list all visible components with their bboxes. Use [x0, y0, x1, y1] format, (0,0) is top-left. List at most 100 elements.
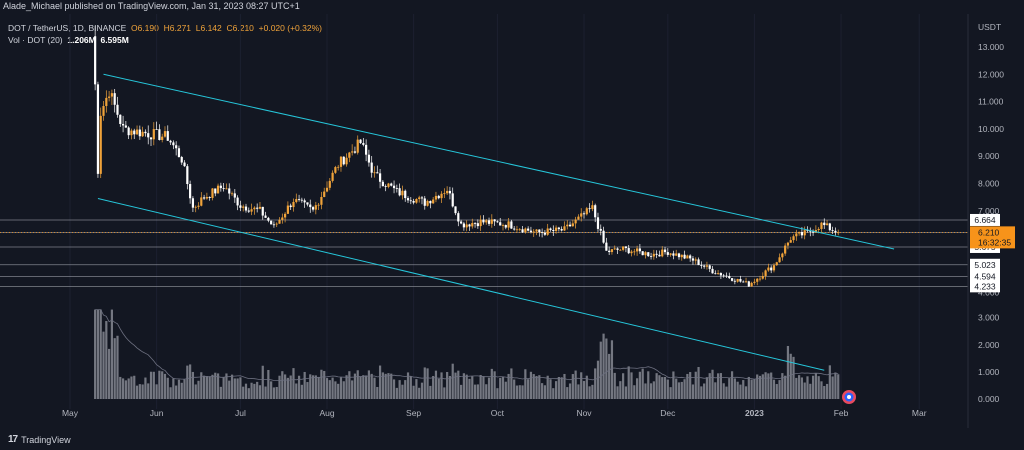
candle-body: [465, 224, 468, 228]
volume-bar: [334, 381, 337, 399]
volume-axis: 3.000 2.000 1.000 0.000: [978, 313, 1000, 404]
candle-body: [828, 223, 831, 231]
price-tick-label: 11.000: [978, 97, 1004, 107]
candle-body: [387, 183, 390, 187]
candle-body: [191, 198, 195, 208]
candle-body: [703, 265, 706, 267]
candle-body: [831, 230, 834, 231]
time-tick-label: Jul: [235, 408, 246, 418]
volume-bar: [314, 375, 317, 399]
candle-body: [105, 97, 108, 106]
candle-body: [742, 281, 745, 283]
volume-bar: [574, 370, 577, 399]
volume-bar: [552, 388, 555, 399]
candle-body: [524, 228, 527, 233]
volume-bar: [454, 372, 457, 399]
volume-bar: [591, 384, 594, 399]
candle-body: [337, 166, 340, 168]
volume-bar: [339, 377, 343, 399]
candle-body: [479, 219, 482, 227]
time-tick-label: Oct: [491, 408, 505, 418]
volume-bar: [831, 376, 834, 399]
volume-bar: [378, 365, 382, 399]
price-tick-label: 12.000: [978, 69, 1004, 79]
volume-bar: [381, 372, 384, 399]
candle-body: [728, 276, 731, 279]
candle-body: [390, 183, 393, 186]
candle-body: [630, 251, 633, 254]
candle-body: [541, 232, 544, 233]
candle-body: [756, 278, 759, 282]
candle-body: [289, 205, 292, 208]
volume-ma-value: 6.595M: [100, 35, 129, 45]
candle-body: [647, 252, 650, 257]
volume-bar: [297, 375, 301, 399]
candle-body: [423, 198, 426, 206]
volume-bar: [580, 372, 583, 399]
candle-body: [102, 105, 105, 116]
volume-bar: [116, 335, 119, 399]
price-chart[interactable]: USDT 13.000 12.000 11.000 10.000 9.000 8.000 7…: [0, 14, 1024, 428]
tradingview-logo[interactable]: 17 TradingView: [8, 434, 71, 445]
candle-body: [577, 216, 580, 220]
volume-bar: [499, 377, 502, 399]
volume-bar: [219, 386, 222, 399]
candle-body: [605, 242, 608, 251]
candle-body: [359, 139, 362, 144]
price-tick-label: 13.000: [978, 42, 1004, 52]
volume-legend[interactable]: Vol · DOT (20) 1.206M 6.595M: [8, 35, 129, 45]
trendlines: [97, 73, 895, 371]
volume-bar: [524, 369, 527, 399]
volume-bar: [792, 356, 795, 399]
volume-tick-label: 2.000: [978, 340, 1000, 350]
candle-body: [247, 210, 250, 212]
volume-bar: [309, 374, 312, 399]
price-tick-label: 4.000: [978, 288, 1000, 298]
grid-lines: [69, 14, 920, 409]
volume-bar: [619, 381, 622, 399]
candle-body: [267, 217, 270, 221]
volume-bar: [616, 386, 619, 399]
candle-body: [309, 204, 312, 208]
candle-body: [216, 185, 220, 194]
candle-body: [493, 219, 496, 222]
time-tick-label: Dec: [660, 408, 676, 418]
candle-body: [183, 162, 186, 167]
volume-bar: [622, 373, 625, 399]
volume-bar: [739, 384, 742, 399]
tradingview-logo-icon: 17: [8, 434, 18, 445]
flag-icon[interactable]: [842, 390, 856, 404]
candle-body: [172, 142, 175, 146]
level-tag: [970, 270, 1000, 283]
candle-body: [585, 208, 588, 215]
volume-bar: [96, 309, 100, 399]
volume-bar: [560, 377, 563, 399]
volume-bar: [630, 372, 633, 399]
volume-bar: [736, 381, 739, 399]
candle-body: [800, 232, 804, 236]
candle-body: [471, 223, 474, 227]
volume-bar: [638, 371, 641, 399]
volume-bar: [683, 379, 686, 399]
volume-bar: [295, 383, 298, 399]
volume-bar: [286, 377, 289, 399]
candle-body: [113, 93, 116, 105]
volume-bar: [376, 386, 379, 399]
candle-body: [624, 246, 628, 249]
volume-bar: [633, 385, 636, 399]
candle-body: [775, 262, 778, 266]
volume-bar: [264, 386, 267, 399]
volume-bar: [711, 369, 714, 399]
candle-body: [568, 224, 572, 227]
volume-bar: [121, 378, 125, 399]
candle-body: [705, 265, 709, 267]
volume-bar: [311, 375, 315, 399]
volume-bar: [459, 384, 463, 399]
candle-body: [708, 265, 711, 269]
volume-bar: [161, 371, 164, 399]
volume-bar: [155, 384, 158, 399]
candle-body: [214, 188, 217, 194]
candle-body: [652, 253, 655, 257]
candle-body: [468, 224, 471, 227]
volume-bar: [541, 383, 544, 399]
